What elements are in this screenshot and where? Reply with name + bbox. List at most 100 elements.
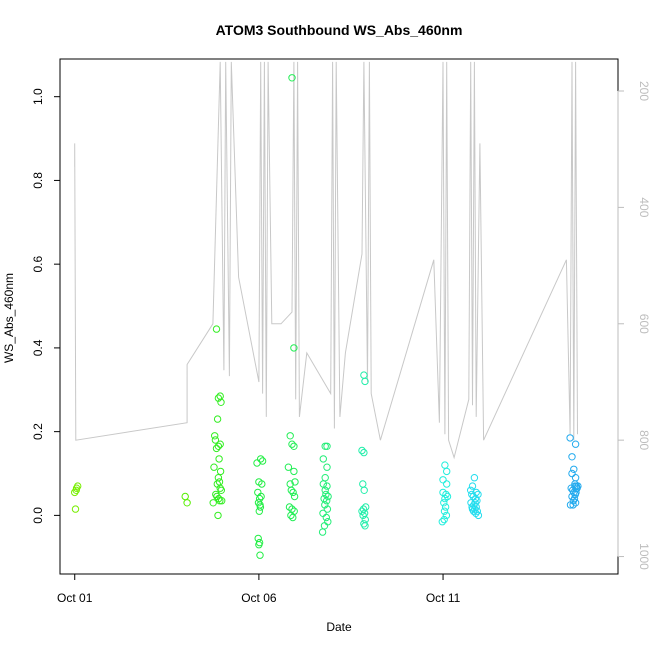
y-tick-label: 0.4 bbox=[31, 339, 45, 356]
data-point bbox=[468, 482, 477, 490]
data-points bbox=[71, 74, 582, 559]
data-point bbox=[284, 463, 293, 471]
data-point bbox=[71, 505, 80, 513]
data-point bbox=[442, 511, 451, 520]
data-point bbox=[258, 457, 267, 465]
right-axis: 200 400 600 800 1000 bbox=[617, 81, 650, 570]
data-point bbox=[287, 511, 295, 520]
data-point bbox=[321, 486, 329, 494]
data-point bbox=[210, 463, 218, 471]
data-point bbox=[571, 499, 580, 507]
y-tick-label: 0.0 bbox=[31, 507, 45, 524]
data-point bbox=[211, 436, 220, 444]
data-point bbox=[571, 440, 580, 448]
data-point bbox=[286, 432, 294, 440]
data-point bbox=[324, 518, 332, 526]
data-point bbox=[440, 515, 448, 524]
data-point bbox=[319, 509, 327, 517]
data-point bbox=[214, 442, 223, 450]
data-point bbox=[213, 415, 222, 423]
data-point bbox=[321, 474, 329, 482]
data-point bbox=[255, 494, 264, 503]
data-point bbox=[214, 474, 223, 482]
data-point bbox=[358, 446, 366, 455]
y-tick-label: 0.8 bbox=[31, 172, 45, 189]
data-point bbox=[183, 499, 191, 507]
data-point bbox=[569, 501, 577, 509]
data-point bbox=[209, 499, 217, 507]
data-point bbox=[471, 499, 479, 507]
data-point bbox=[254, 499, 263, 507]
data-point bbox=[288, 440, 296, 448]
data-point bbox=[290, 467, 298, 476]
right-tick-label: 200 bbox=[637, 81, 650, 101]
x-tick-label: Oct 06 bbox=[241, 591, 277, 605]
data-point bbox=[287, 486, 295, 494]
data-point bbox=[441, 461, 449, 469]
data-point bbox=[324, 492, 332, 501]
data-point bbox=[257, 455, 265, 463]
data-point bbox=[257, 492, 265, 501]
data-point bbox=[570, 465, 578, 473]
right-tick-label: 600 bbox=[637, 314, 650, 334]
chart-title: ATOM3 Southbound WS_Abs_460nm bbox=[216, 22, 463, 38]
x-axis: Oct 01 Oct 06 Oct 11 bbox=[57, 573, 461, 605]
altitude-line bbox=[74, 61, 578, 460]
data-point bbox=[212, 325, 221, 333]
x-axis-label: Date bbox=[326, 620, 352, 634]
data-point bbox=[573, 484, 581, 492]
data-point bbox=[440, 499, 448, 507]
data-point bbox=[255, 507, 263, 515]
data-point bbox=[322, 513, 330, 522]
data-point bbox=[474, 511, 483, 520]
data-point bbox=[289, 513, 297, 522]
data-point bbox=[290, 344, 298, 352]
data-point bbox=[319, 480, 327, 488]
data-point bbox=[323, 505, 332, 513]
data-point bbox=[571, 474, 580, 482]
y-tick-label: 1.0 bbox=[31, 88, 45, 105]
data-point bbox=[71, 488, 79, 497]
data-point bbox=[359, 511, 367, 520]
data-point bbox=[216, 440, 224, 448]
data-point bbox=[323, 442, 331, 450]
data-point bbox=[216, 497, 224, 505]
data-point bbox=[438, 518, 446, 526]
altitude-profile bbox=[74, 61, 578, 460]
data-point bbox=[254, 534, 262, 543]
data-point bbox=[323, 482, 331, 490]
data-point bbox=[323, 497, 331, 505]
data-point bbox=[216, 392, 224, 400]
data-point bbox=[359, 480, 367, 488]
y-tick-label: 0.6 bbox=[31, 256, 45, 273]
data-point bbox=[72, 486, 80, 494]
data-point bbox=[320, 522, 329, 530]
data-point bbox=[319, 455, 327, 463]
data-point bbox=[568, 453, 576, 461]
data-point bbox=[571, 482, 579, 490]
data-point bbox=[568, 492, 576, 501]
right-tick-label: 400 bbox=[637, 197, 650, 217]
data-point bbox=[256, 503, 265, 511]
data-point bbox=[443, 467, 451, 476]
data-point bbox=[470, 474, 479, 482]
data-point bbox=[214, 511, 222, 520]
data-point bbox=[318, 528, 327, 536]
data-point bbox=[443, 480, 451, 488]
right-tick-label: 800 bbox=[637, 430, 650, 450]
right-tick-label: 1000 bbox=[637, 543, 650, 570]
data-point bbox=[360, 448, 368, 457]
data-point bbox=[361, 522, 369, 530]
data-point bbox=[215, 455, 223, 463]
data-point bbox=[254, 488, 262, 497]
data-point bbox=[288, 74, 296, 82]
data-point bbox=[360, 486, 368, 494]
data-point bbox=[566, 501, 575, 509]
data-point bbox=[440, 507, 449, 515]
x-tick-label: Oct 01 bbox=[57, 591, 93, 605]
data-point bbox=[217, 486, 226, 494]
data-point bbox=[217, 398, 225, 406]
data-point bbox=[218, 497, 226, 505]
data-point bbox=[323, 463, 331, 471]
